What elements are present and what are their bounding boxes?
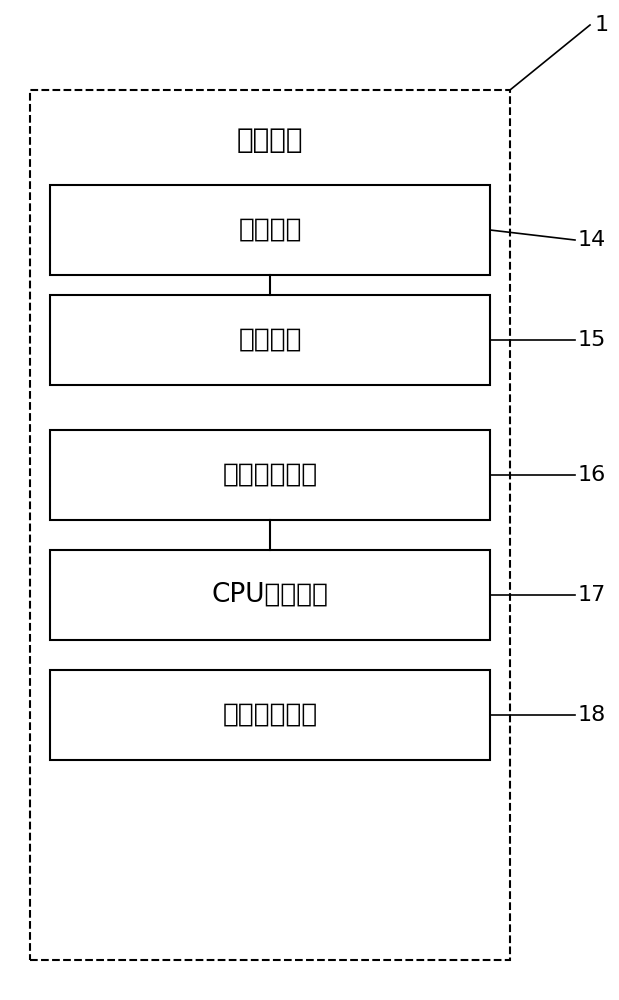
Text: 15: 15: [578, 330, 607, 350]
Bar: [50, 185, 490, 275]
Bar: [50, 550, 490, 640]
Text: 第二激光单元: 第二激光单元: [222, 702, 318, 728]
Bar: [30, 90, 510, 960]
Text: 储存单元: 储存单元: [238, 217, 301, 243]
Text: CPU处理单元: CPU处理单元: [212, 582, 329, 608]
Text: 14: 14: [578, 230, 606, 250]
Text: 第一激光单元: 第一激光单元: [222, 462, 318, 488]
Text: 地锁装置: 地锁装置: [236, 126, 303, 154]
Bar: [50, 295, 490, 385]
Text: 设定单元: 设定单元: [238, 327, 301, 353]
Text: 17: 17: [578, 585, 606, 605]
Text: 18: 18: [578, 705, 606, 725]
Bar: [50, 430, 490, 520]
Text: 1: 1: [595, 15, 609, 35]
Text: 16: 16: [578, 465, 606, 485]
Bar: [50, 670, 490, 760]
